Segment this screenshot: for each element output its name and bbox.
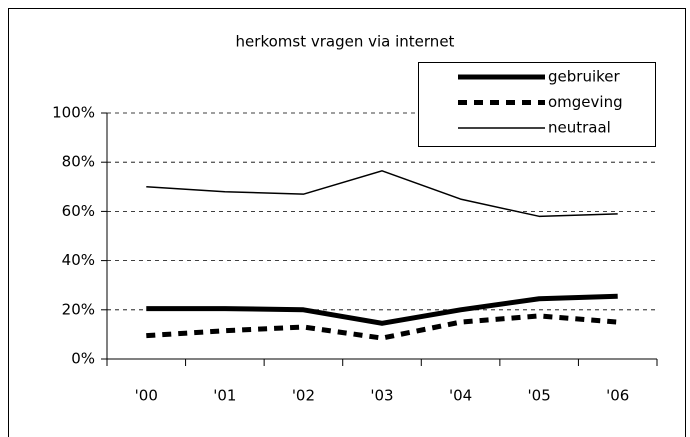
x-tick-label: '00	[135, 387, 158, 405]
x-tick-label: '05	[528, 387, 551, 405]
legend-label: neutraal	[548, 119, 611, 137]
legend-label: gebruiker	[548, 68, 620, 86]
y-tick-label: 40%	[62, 251, 95, 269]
legend-label: omgeving	[548, 93, 623, 111]
line-series	[146, 293, 618, 326]
y-tick-label: 0%	[71, 350, 95, 368]
y-tick-label: 60%	[62, 202, 95, 220]
chart-title: herkomst vragen via internet	[236, 33, 455, 51]
y-tick-label: 100%	[52, 104, 95, 122]
x-tick-label: '06	[606, 387, 629, 405]
line-series	[146, 170, 618, 218]
x-tick-label: '03	[370, 387, 393, 405]
y-tick-label: 20%	[62, 300, 95, 318]
x-tick-label: '02	[292, 387, 315, 405]
y-tick-label: 80%	[62, 153, 95, 171]
x-tick-label: '04	[449, 387, 472, 405]
x-tick-label: '01	[213, 387, 236, 405]
